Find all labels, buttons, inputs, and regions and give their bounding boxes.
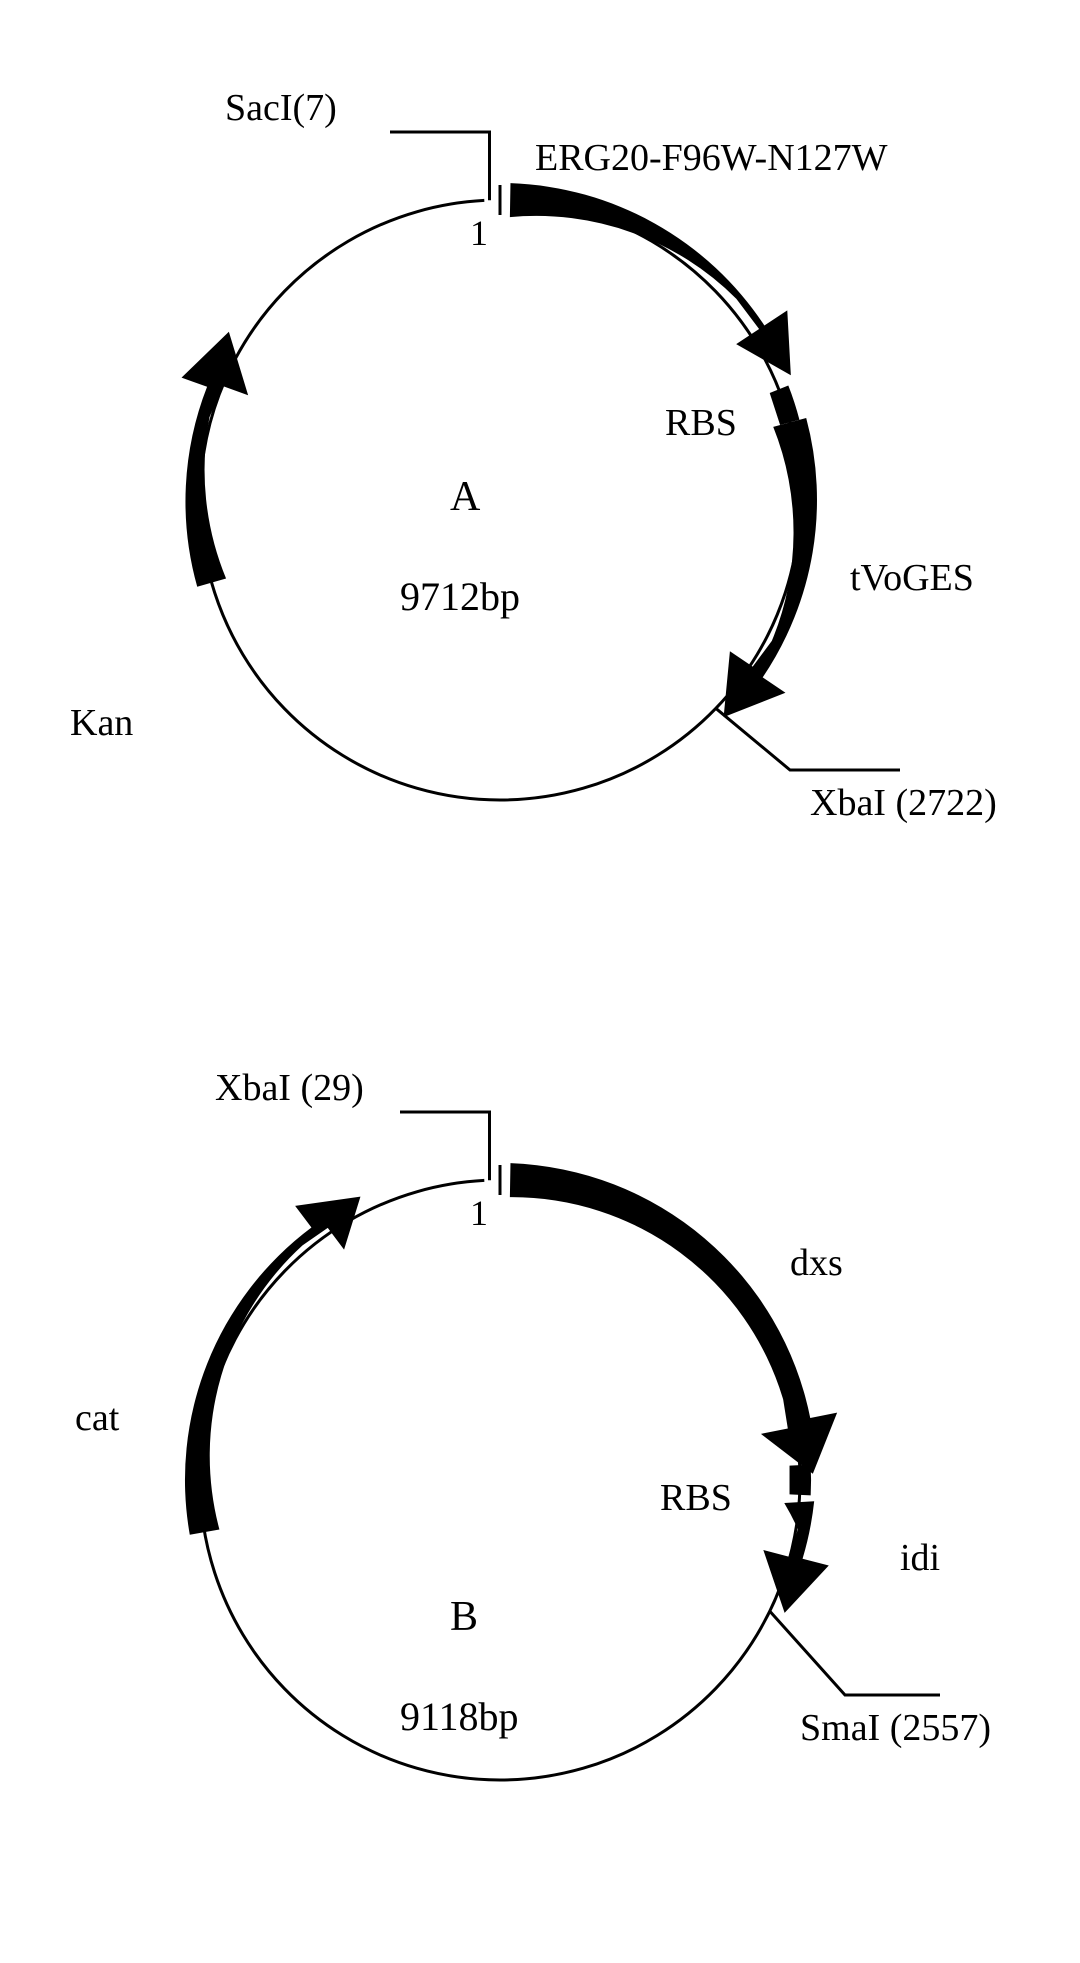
feature-kan	[182, 332, 249, 587]
label-xbaI-b: XbaI (29)	[215, 1067, 364, 1109]
plasmid-a-backbone	[200, 200, 800, 800]
label-kan: Kan	[70, 702, 133, 744]
plasmid-a-tick-1-label: 1	[470, 213, 488, 253]
label-smaI: SmaI (2557)	[800, 1707, 991, 1749]
plasmid-a-name: A	[450, 474, 481, 520]
plasmid-b-tick-1-label: 1	[470, 1193, 488, 1233]
plasmid-a-size: 9712bp	[400, 574, 520, 619]
site-smaI	[769, 1611, 940, 1695]
site-xbaI-b	[400, 1112, 490, 1180]
site-sacI	[390, 132, 490, 200]
site-xbaI-a	[716, 708, 900, 770]
plasmid-b-size: 9118bp	[400, 1694, 519, 1739]
feature-cat	[185, 1197, 360, 1535]
feature-rbs-b	[790, 1465, 812, 1496]
label-idi: idi	[900, 1537, 940, 1579]
plasmid-b-name: B	[450, 1594, 478, 1640]
label-cat: cat	[75, 1397, 120, 1439]
label-rbs-a: RBS	[665, 402, 737, 444]
feature-erg20	[510, 183, 791, 375]
label-erg20: ERG20-F96W-N127W	[535, 137, 888, 179]
feature-dxs	[510, 1163, 837, 1474]
label-tvoges: tVoGES	[850, 557, 974, 599]
plasmid-b: 1 XbaI (29) dxs RBS idi SmaI (2557)	[75, 1067, 991, 1780]
label-xbaI-a: XbaI (2722)	[810, 782, 997, 824]
label-dxs: dxs	[790, 1242, 843, 1284]
plasmid-maps: 1 SacI(7) ERG20-F96W-N127W RBS tVoGES	[0, 0, 1080, 1963]
feature-tvoges	[724, 418, 817, 717]
label-sacI: SacI(7)	[225, 87, 337, 129]
plasmid-a: 1 SacI(7) ERG20-F96W-N127W RBS tVoGES	[70, 87, 997, 824]
feature-idi	[763, 1501, 828, 1613]
feature-rbs-a	[770, 386, 800, 425]
label-rbs-b: RBS	[660, 1477, 732, 1519]
